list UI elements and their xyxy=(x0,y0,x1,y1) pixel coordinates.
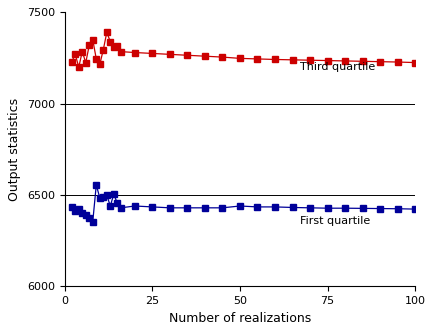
Y-axis label: Output statistics: Output statistics xyxy=(8,98,21,201)
Text: First quartile: First quartile xyxy=(299,215,370,226)
X-axis label: Number of realizations: Number of realizations xyxy=(169,312,311,325)
Text: Third quartile: Third quartile xyxy=(299,62,375,72)
